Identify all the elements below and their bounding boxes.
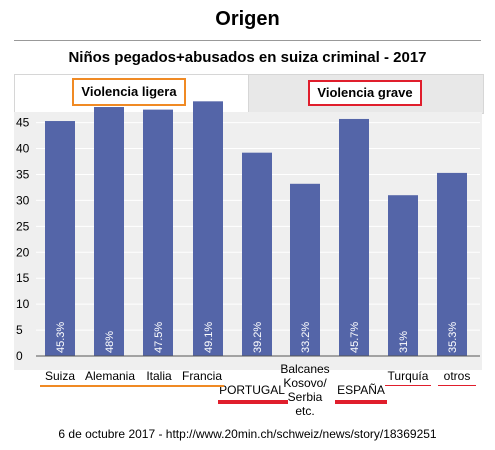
category-label-otros: otros [443, 369, 471, 383]
underline-orange-group [40, 385, 224, 387]
y-tick-label: 20 [16, 245, 30, 259]
bar-3 [193, 101, 223, 356]
category-label-portugal: PORTUGAL [219, 383, 285, 397]
y-tick-label: 5 [16, 323, 23, 337]
title-divider [14, 40, 481, 41]
tab-label-violencia-grave[interactable]: Violencia grave [308, 80, 422, 106]
data-label-2: 47.5% [153, 322, 165, 353]
data-label-8: 35.3% [447, 322, 459, 353]
bar-7 [388, 195, 418, 356]
underline-turquia [385, 385, 431, 386]
y-tick-label: 45 [16, 116, 30, 130]
y-tick-label: 10 [16, 297, 30, 311]
category-label-suiza: Suiza [44, 369, 76, 383]
data-label-5: 33.2% [300, 322, 312, 353]
category-label-balcanes: Balcanes Kosovo/ Serbia etc. [280, 362, 330, 418]
y-tick-label: 0 [16, 349, 23, 363]
bar-0 [45, 121, 75, 356]
chart-subtitle: Niños pegados+abusados en suiza criminal… [68, 49, 427, 66]
category-label-italia: Italia [146, 369, 172, 383]
y-tick-label: 30 [16, 193, 30, 207]
data-label-4: 39.2% [252, 322, 264, 353]
y-tick-label: 40 [16, 142, 30, 156]
tab-label-violencia-ligera[interactable]: Violencia ligera [72, 78, 186, 106]
bar-6 [339, 118, 369, 356]
bar-5 [290, 183, 320, 356]
category-label-francia: Francia [181, 369, 222, 383]
underline-espana [335, 400, 387, 404]
category-label-alemania: Alemania [84, 369, 136, 383]
y-tick-label: 15 [16, 271, 30, 285]
source-note: 6 de octubre 2017 - http://www.20min.ch/… [58, 427, 437, 441]
data-label-3: 49.1% [203, 322, 215, 353]
chart-title: Origen [215, 8, 280, 30]
category-label-espana: ESPAÑA [337, 383, 385, 397]
bar-8 [437, 172, 467, 356]
y-tick-label: 35 [16, 167, 30, 181]
data-label-1: 48% [104, 331, 116, 353]
data-label-6: 45.7% [349, 322, 361, 353]
data-label-7: 31% [398, 331, 410, 353]
bar-1 [94, 107, 124, 356]
underline-portugal [218, 400, 288, 404]
category-label-turquia: Turquía [387, 369, 429, 383]
data-label-0: 45.3% [55, 322, 67, 353]
bar-4 [242, 152, 272, 356]
bar-2 [143, 109, 173, 356]
y-tick-label: 25 [16, 219, 30, 233]
underline-otros [438, 385, 476, 386]
